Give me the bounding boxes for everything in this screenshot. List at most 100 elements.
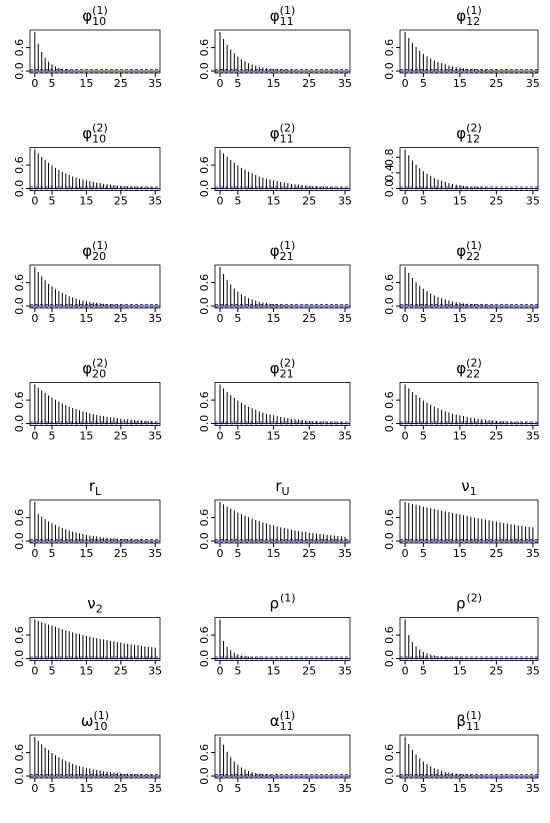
y-tick-label: 0.6 [13,391,26,409]
x-tick-label: 0 [31,665,38,678]
y-tick-label: 0.4 [383,164,396,182]
title-superscript: (2) [466,357,482,370]
y-tick-label: 0.8 [383,149,396,167]
plot-frame [399,617,539,661]
y-tick-label: 0.6 [383,39,396,57]
x-tick-label: 25 [302,312,316,325]
x-tick-label: 0 [402,547,409,560]
x-tick-label: 0 [217,665,224,678]
x-tick-label: 5 [234,77,241,90]
x-tick-label: 25 [489,665,503,678]
panel-title: rU [275,477,289,498]
x-tick-label: 35 [338,547,352,560]
y-tick-label: 0.0 [13,62,26,80]
panel-title: φ10(2) [82,122,108,146]
title-superscript: (2) [466,592,482,605]
x-tick-label: 5 [49,430,56,443]
panel-title: φ20(1) [82,239,108,263]
x-tick-label: 35 [148,665,162,678]
title-symbol: φ [456,242,466,260]
y-tick-label: 0.0 [13,297,26,315]
y-tick-label: 0.6 [198,274,211,292]
x-tick-label: 0 [31,312,38,325]
title-subscript: 21 [280,250,294,263]
x-tick-label: 15 [267,312,281,325]
x-tick-label: 0 [31,430,38,443]
x-tick-label: 5 [420,430,427,443]
y-tick-label: 0.0 [198,650,211,668]
x-tick-label: 35 [148,547,162,560]
title-symbol: φ [270,7,280,25]
x-tick-label: 25 [302,547,316,560]
x-tick-label: 0 [402,430,409,443]
panel-title: ν2 [87,595,102,616]
x-tick-label: 0 [402,665,409,678]
plot-frame [29,147,161,191]
y-tick-label: 0.6 [13,156,26,174]
plot-frame [399,147,539,191]
x-tick-label: 15 [267,547,281,560]
y-tick-label: 0.6 [13,744,26,762]
x-tick-label: 35 [148,312,162,325]
title-symbol: r [275,477,282,495]
title-subscript: 20 [92,368,106,381]
x-tick-label: 25 [489,77,503,90]
panel-title: α11(1) [270,709,295,733]
y-tick-label: 0.0 [383,415,396,433]
y-tick-label: 0.0 [13,650,26,668]
x-tick-label: 0 [217,77,224,90]
panel-title: ν1 [461,477,476,498]
y-tick-label: 0.6 [383,626,396,644]
x-tick-label: 15 [453,195,467,208]
y-tick-label: 0.0 [198,532,211,550]
title-subscript: 20 [92,250,106,263]
x-tick-label: 25 [302,782,316,795]
plot-frame [399,382,539,426]
x-tick-label: 35 [148,782,162,795]
x-tick-label: 25 [489,547,503,560]
x-tick-label: 15 [453,782,467,795]
title-symbol: φ [456,360,466,378]
x-tick-label: 0 [31,195,38,208]
title-superscript: (1) [466,239,482,252]
plot-frame [214,617,351,661]
y-tick-label: 0.0 [383,532,396,550]
plot-frame [214,264,351,309]
x-tick-label: 15 [267,430,281,443]
y-tick-label: 0.0 [383,650,396,668]
y-tick-label: 0.6 [198,744,211,762]
x-tick-label: 25 [114,782,128,795]
panel-title: φ22(2) [456,357,482,381]
plot-frame [214,147,351,191]
x-tick-label: 25 [114,665,128,678]
x-tick-label: 5 [234,547,241,560]
x-tick-label: 15 [267,665,281,678]
y-tick-label: 0.0 [13,767,26,785]
x-tick-label: 15 [267,195,281,208]
x-tick-label: 0 [402,77,409,90]
x-tick-label: 35 [526,195,540,208]
plot-frame [29,617,161,661]
panel-title: φ20(2) [82,357,108,381]
x-tick-label: 0 [31,77,38,90]
y-tick-label: 0.0 [13,415,26,433]
plot-frame [29,734,161,779]
panel-title: β11(1) [456,709,481,733]
title-subscript: U [282,485,290,498]
title-symbol: φ [456,125,466,143]
x-tick-label: 0 [217,430,224,443]
x-tick-label: 0 [217,312,224,325]
plot-frame [29,264,161,309]
x-tick-label: 0 [31,782,38,795]
title-symbol: φ [270,242,280,260]
title-superscript: (1) [466,4,482,17]
y-tick-label: 0.6 [13,39,26,57]
title-symbol: φ [82,360,92,378]
x-tick-label: 5 [420,782,427,795]
x-tick-label: 35 [338,782,352,795]
x-tick-label: 35 [338,312,352,325]
x-tick-label: 25 [489,782,503,795]
y-tick-label: 0.0 [198,62,211,80]
x-tick-label: 25 [489,430,503,443]
